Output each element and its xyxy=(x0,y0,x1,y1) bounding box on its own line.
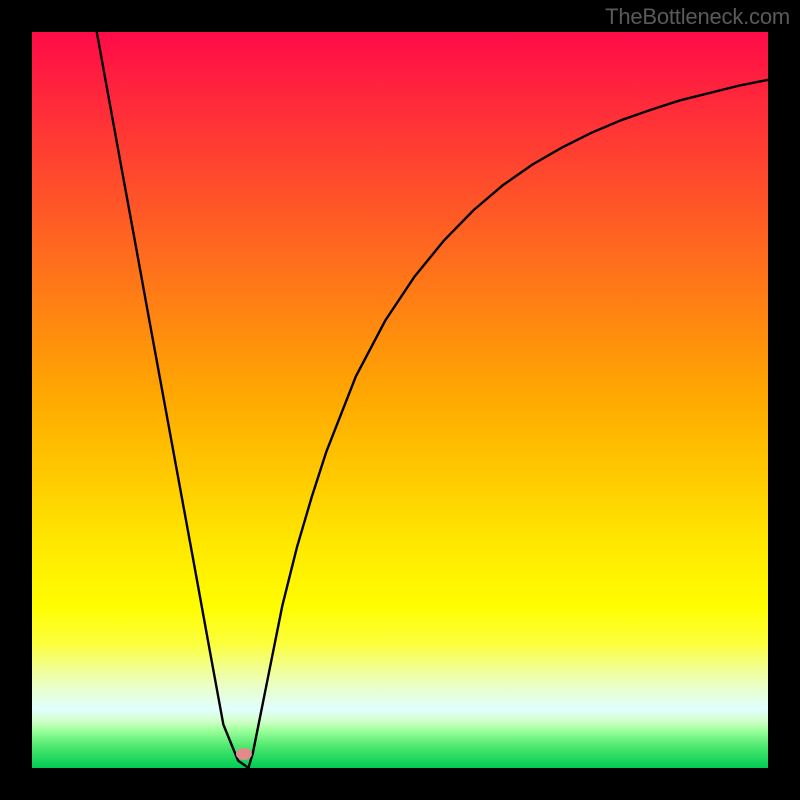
plot-background xyxy=(32,32,768,768)
watermark-text: TheBottleneck.com xyxy=(605,4,790,30)
bottleneck-plot-svg xyxy=(32,32,768,768)
bottleneck-plot xyxy=(32,32,768,768)
minimum-marker xyxy=(236,748,252,760)
